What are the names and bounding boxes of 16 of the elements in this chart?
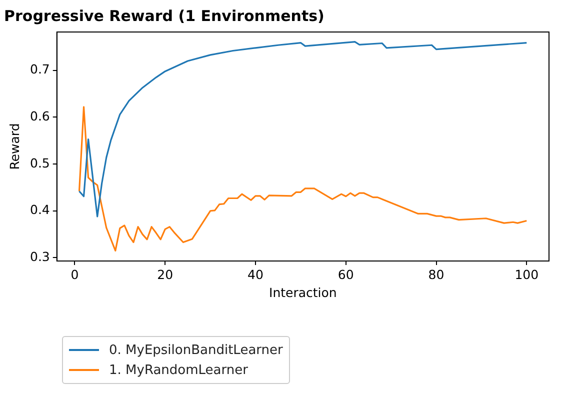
x-tick-label: 40	[248, 266, 264, 282]
x-tick-label: 80	[428, 266, 444, 282]
x-tick-label: 100	[514, 266, 539, 282]
x-tick-label: 60	[338, 266, 354, 282]
y-tick-label: 0.6	[30, 108, 50, 124]
x-tick-label: 0	[70, 266, 79, 282]
chart-title: Progressive Reward (1 Environments)	[4, 6, 324, 25]
x-axis-title: Interaction	[269, 284, 337, 300]
legend-label: 1. MyRandomLearner	[109, 362, 248, 378]
y-tick-label: 0.5	[30, 155, 50, 170]
y-tick-label: 0.3	[30, 248, 50, 264]
y-tick-label: 0.4	[30, 202, 50, 218]
y-tick-label: 0.7	[30, 62, 50, 77]
x-tick-label: 20	[157, 266, 174, 282]
legend-label: 0. MyEpsilonBanditLearner	[109, 342, 283, 358]
y-axis-title: Reward	[6, 123, 22, 170]
